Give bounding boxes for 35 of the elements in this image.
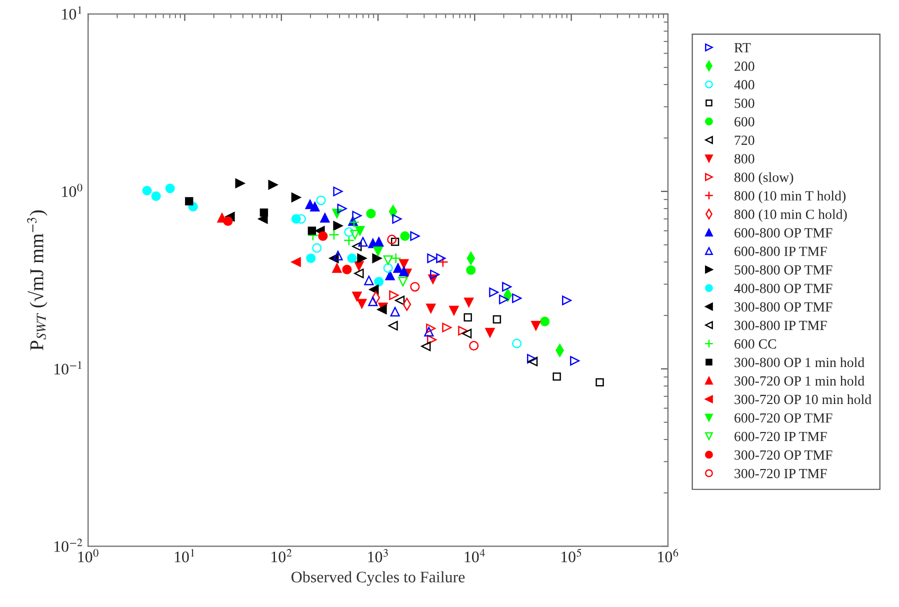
legend-label: 500 (734, 98, 754, 108)
legend-label: 800 (slow) (734, 172, 794, 185)
legend-label: 600-720 OP TMF (734, 413, 832, 423)
legend-label: 400-800 OP TMF (734, 284, 832, 294)
y-axis-title: P$_{SWT}$ (√mJ mm$^{−3}$) (27, 210, 48, 350)
x-tick-label: 10$^{6}$ (658, 548, 678, 562)
x-tick-label: 10$^{3}$ (368, 548, 388, 562)
legend-label: 800 (734, 154, 754, 164)
legend-label: 800 (10 min T hold) (734, 190, 846, 204)
legend-label: 300-800 OP 1 min hold (734, 357, 864, 368)
legend-label: 400 (734, 80, 754, 90)
legend-label: RT (734, 43, 751, 52)
legend-label: 200 (734, 62, 754, 71)
x-tick-label: 10$^{1}$ (174, 548, 194, 562)
legend-label: 500-800 OP TMF (734, 265, 832, 275)
x-tick-label: 10$^{4}$ (464, 548, 485, 562)
y-tick-label: 10$^{0}$ (62, 184, 82, 198)
x-axis-title: Observed Cycles to Failure (292, 571, 465, 586)
legend-label: 600 CC (734, 339, 776, 349)
x-tick-label: 10$^{5}$ (561, 548, 582, 562)
legend-label: 600 (734, 117, 754, 126)
legend-label: 300-800 IP TMF (734, 320, 827, 330)
legend-label: 600-720 IP TMF (734, 432, 827, 442)
legend-label: 300-720 OP TMF (734, 450, 832, 460)
legend-label: 600-800 IP TMF (734, 246, 827, 256)
legend-label: 600-800 OP TMF (734, 228, 832, 238)
x-tick-label: 10$^{2}$ (272, 548, 292, 562)
legend-label: 300-720 OP 10 min hold (734, 394, 872, 404)
y-tick-label: 10$^{−1}$ (54, 361, 82, 374)
y-tick-label: 10$^{1}$ (62, 6, 82, 20)
legend-label: 800 (10 min C hold) (734, 209, 847, 222)
legend-label: 300-720 OP 1 min hold (734, 376, 864, 386)
legend-label: 300-800 OP TMF (734, 302, 832, 312)
legend-label: 300-720 IP TMF (734, 468, 827, 478)
legend-label: 720 (734, 136, 754, 145)
